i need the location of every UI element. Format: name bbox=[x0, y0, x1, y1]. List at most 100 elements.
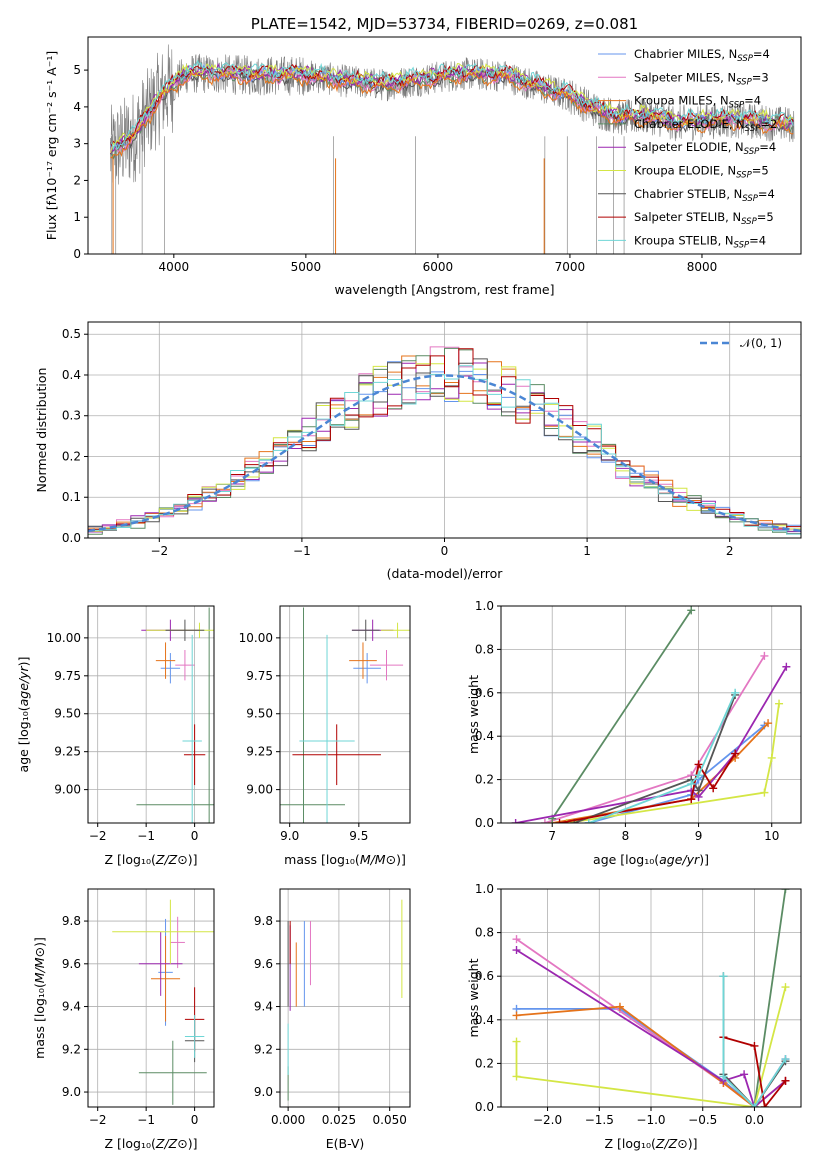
y-tick-label: 2 bbox=[73, 173, 81, 187]
series-line-8 bbox=[588, 692, 736, 823]
point-marker bbox=[694, 760, 703, 769]
y-axis-label: mass weight bbox=[466, 958, 481, 1037]
y-tick-label: 0.4 bbox=[475, 729, 494, 743]
label-part: mass [log₁₀( bbox=[32, 983, 47, 1059]
point-marker bbox=[781, 1055, 790, 1064]
legend-entry: Chabrier ELODIE, NSSP=2 bbox=[634, 117, 777, 134]
y-tick-label: 0.8 bbox=[475, 642, 494, 656]
legend-sub: SSP bbox=[744, 147, 760, 157]
frame-spectrum bbox=[87, 36, 802, 255]
y-tick-label: 0.2 bbox=[475, 773, 494, 787]
label-part: )] bbox=[688, 1136, 698, 1151]
frame-age-vs-mass bbox=[279, 605, 411, 824]
y-tick-label: 0.0 bbox=[475, 1100, 494, 1114]
y-tick-label: 10.00 bbox=[239, 631, 273, 645]
y-tick-label: 9.4 bbox=[254, 1000, 273, 1014]
x-tick-label: −1 bbox=[137, 829, 155, 843]
plot-area-mass-weight-vs-age bbox=[511, 606, 791, 823]
model-line-6 bbox=[109, 67, 794, 155]
y-tick-label: 0.4 bbox=[62, 368, 81, 382]
x-tick-label: 8000 bbox=[687, 260, 718, 274]
y-tick-label: 1.0 bbox=[475, 599, 494, 613]
y-axis-label: mass weight bbox=[466, 675, 481, 754]
y-tick-label: 9.25 bbox=[246, 745, 273, 759]
x-tick-label: 0.050 bbox=[373, 1113, 407, 1127]
point-marker bbox=[764, 719, 773, 728]
x-tick-label: −1.5 bbox=[585, 1113, 614, 1127]
series-line-3 bbox=[753, 889, 787, 1107]
y-tick-label: 9.00 bbox=[246, 783, 273, 797]
axes-mass-weight-vs-age: 7 8 9 10 0.0 0.2 0.4 0.6 0.8 1.0 bbox=[475, 599, 801, 843]
legend-sub: SSP bbox=[736, 77, 752, 87]
y-tick-label: 0.0 bbox=[475, 816, 494, 830]
y-tick-label: 0 bbox=[73, 247, 81, 261]
legend-entry: Salpeter ELODIE, NSSP=4 bbox=[634, 140, 776, 157]
label-part: Z [log₁₀( bbox=[105, 852, 156, 867]
y-tick-label: 10.00 bbox=[47, 631, 81, 645]
y-tick-label: 9.50 bbox=[246, 707, 273, 721]
label-part: )] bbox=[396, 852, 406, 867]
point-marker bbox=[615, 1002, 624, 1011]
legend-part: Salpeter MILES, N bbox=[634, 70, 736, 84]
x-tick-label: 9 bbox=[695, 829, 703, 843]
plot-area-hist bbox=[88, 346, 801, 535]
point-marker bbox=[719, 972, 728, 981]
label-part: age/yr bbox=[659, 852, 700, 867]
point-marker bbox=[731, 749, 740, 758]
point-marker bbox=[750, 1041, 759, 1050]
histogram-step-1 bbox=[88, 346, 801, 533]
plot-area-age-vs-mass bbox=[280, 607, 410, 823]
point-marker bbox=[512, 935, 521, 944]
chart-title: PLATE=1542, MJD=53734, FIBERID=0269, z=0… bbox=[251, 15, 638, 33]
y-tick-label: 0.6 bbox=[475, 969, 494, 983]
x-tick-label: 4000 bbox=[159, 260, 190, 274]
axes-mass-vs-EBV: 0.000 0.025 0.050 9.0 9.2 9.4 9.6 9.8 bbox=[254, 889, 410, 1127]
label-part: age/yr bbox=[16, 665, 31, 706]
label-part: Z/Z⊙ bbox=[655, 1136, 688, 1151]
x-tick-label: 6000 bbox=[423, 260, 454, 274]
plot-area-age-vs-Z bbox=[136, 607, 214, 823]
point-marker bbox=[760, 1103, 769, 1107]
x-tick-label: 1 bbox=[583, 544, 591, 558]
legend-entry: Chabrier MILES, NSSP=4 bbox=[634, 47, 770, 64]
model-line-8 bbox=[110, 59, 794, 151]
x-tick-label: −1 bbox=[293, 544, 311, 558]
legend-sub: SSP bbox=[741, 217, 757, 227]
y-tick-label: 9.50 bbox=[54, 707, 81, 721]
point-marker bbox=[760, 788, 769, 797]
legend-entry: Kroupa MILES, NSSP=4 bbox=[634, 94, 761, 111]
legend-part: Chabrier MILES, N bbox=[634, 47, 737, 61]
legend-part: =2 bbox=[760, 117, 777, 131]
legend-entry: Kroupa STELIB, NSSP=4 bbox=[634, 233, 766, 250]
y-tick-label: 9.2 bbox=[254, 1042, 273, 1056]
point-marker bbox=[709, 784, 718, 793]
point-marker bbox=[775, 699, 784, 708]
y-tick-label: 9.75 bbox=[54, 669, 81, 683]
point-marker bbox=[540, 819, 549, 823]
x-tick-label: −2 bbox=[150, 544, 168, 558]
x-tick-label: −2 bbox=[89, 1113, 107, 1127]
label-part: )] bbox=[188, 1136, 198, 1151]
legend-part: =4 bbox=[753, 47, 770, 61]
x-axis-label: mass [log₁₀(M/M⊙)] bbox=[284, 852, 406, 867]
point-marker bbox=[562, 819, 571, 823]
y-tick-label: 0.6 bbox=[475, 686, 494, 700]
x-axis-label: E(B-V) bbox=[326, 1136, 365, 1151]
y-axis-label: Normed distribution bbox=[34, 368, 49, 493]
point-marker bbox=[719, 1072, 728, 1081]
legend-part: Salpeter ELODIE, N bbox=[634, 140, 744, 154]
point-marker bbox=[687, 795, 696, 804]
axes-age-vs-mass: 9.0 9.5 9.00 9.25 9.50 9.75 10.00 bbox=[239, 606, 410, 843]
label-part: Z/Z⊙ bbox=[155, 852, 188, 867]
label-part: Z [log₁₀( bbox=[605, 1136, 656, 1151]
normal-curve bbox=[88, 374, 801, 533]
legend-part: =5 bbox=[752, 164, 769, 178]
axes-residuals: −2 −1 0 1 2 0.0 0.1 0.2 0.3 0.4 0.5 bbox=[62, 322, 801, 558]
point-marker bbox=[584, 819, 593, 823]
y-tick-label: 0.0 bbox=[62, 531, 81, 545]
point-marker bbox=[511, 819, 520, 823]
y-tick-label: 0.4 bbox=[475, 1013, 494, 1027]
plot-area-spec bbox=[109, 44, 795, 254]
